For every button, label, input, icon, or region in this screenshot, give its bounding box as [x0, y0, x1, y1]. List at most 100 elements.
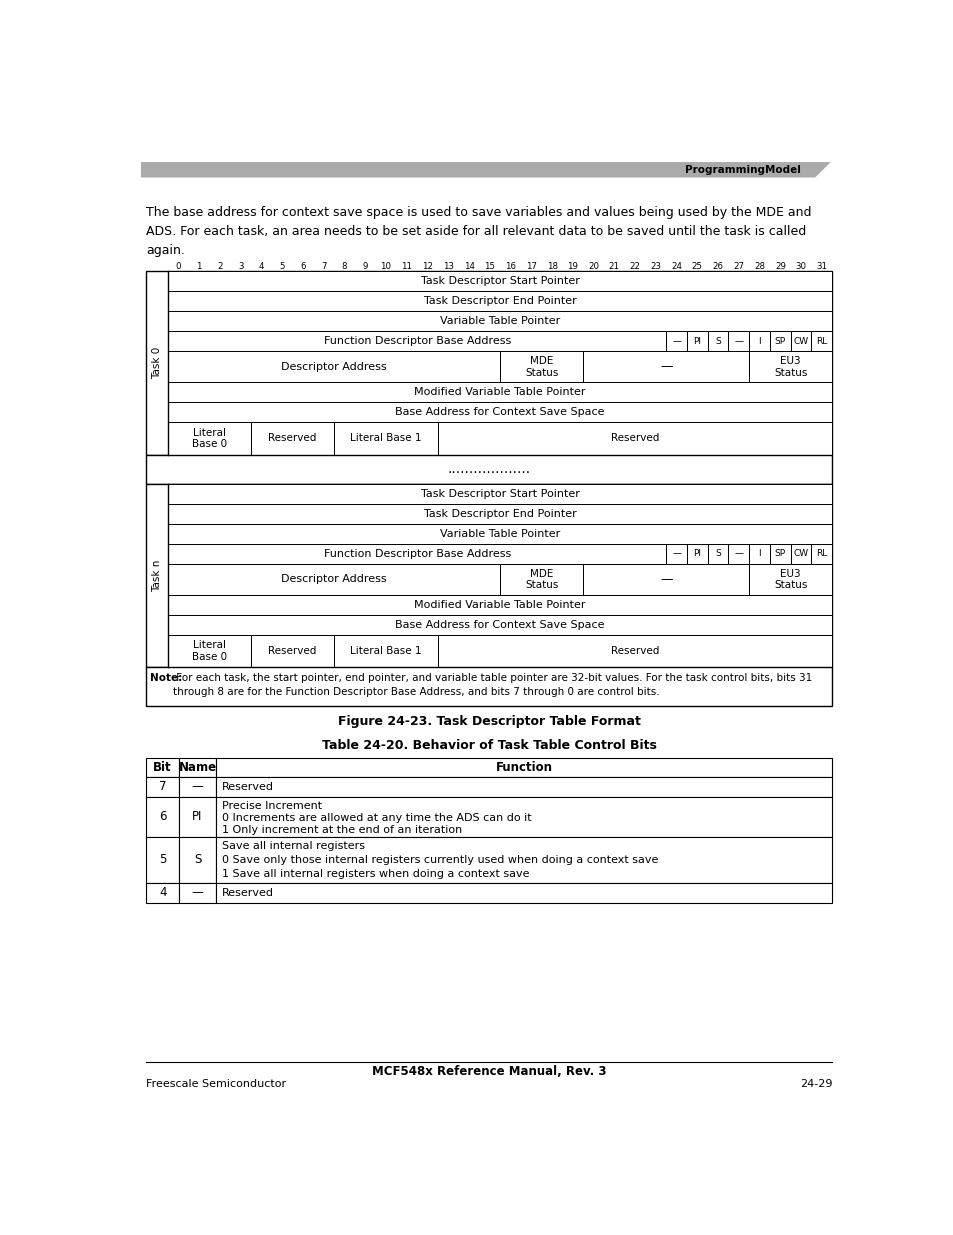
Text: RL: RL — [816, 550, 826, 558]
Text: Literal
Base 0: Literal Base 0 — [192, 640, 227, 662]
Bar — [686, 543, 707, 564]
Bar — [665, 331, 686, 352]
Bar — [251, 422, 334, 454]
Text: Variable Table Pointer: Variable Table Pointer — [439, 529, 559, 538]
Bar — [769, 543, 790, 564]
Text: Task Descriptor End Pointer: Task Descriptor End Pointer — [423, 509, 576, 519]
Text: 19: 19 — [567, 262, 578, 272]
Text: 29: 29 — [774, 262, 785, 272]
Text: Bit: Bit — [153, 761, 172, 774]
Text: ProgrammingModel: ProgrammingModel — [684, 164, 801, 175]
Text: 24: 24 — [670, 262, 681, 272]
Text: Function: Function — [496, 761, 552, 774]
Text: 24-29: 24-29 — [799, 1078, 831, 1089]
Text: Descriptor Address: Descriptor Address — [281, 362, 387, 372]
Bar — [582, 352, 748, 383]
Text: MDE
Status: MDE Status — [524, 356, 558, 378]
Text: 5: 5 — [159, 853, 166, 866]
Text: PI: PI — [193, 810, 202, 823]
Text: 9: 9 — [362, 262, 368, 272]
Bar — [707, 331, 728, 352]
Text: Descriptor Address: Descriptor Address — [281, 574, 387, 584]
Text: MCF548x Reference Manual, Rev. 3: MCF548x Reference Manual, Rev. 3 — [372, 1065, 606, 1078]
Bar — [146, 454, 831, 484]
Bar — [168, 383, 831, 403]
Text: Base Address for Context Save Space: Base Address for Context Save Space — [395, 620, 604, 630]
Text: 14: 14 — [463, 262, 474, 272]
Text: Reserved: Reserved — [222, 782, 274, 792]
Text: 1 Save all internal registers when doing a context save: 1 Save all internal registers when doing… — [222, 869, 529, 879]
Text: EU3
Status: EU3 Status — [773, 356, 806, 378]
Text: 30: 30 — [795, 262, 806, 272]
Text: Literal Base 1: Literal Base 1 — [350, 433, 421, 443]
Text: MDE
Status: MDE Status — [524, 568, 558, 590]
Text: 22: 22 — [629, 262, 639, 272]
Bar — [665, 543, 686, 564]
Text: CW: CW — [793, 550, 808, 558]
Text: Function Descriptor Base Address: Function Descriptor Base Address — [323, 550, 510, 559]
Text: S: S — [715, 337, 720, 346]
Polygon shape — [141, 162, 830, 178]
Bar — [790, 331, 811, 352]
Text: Variable Table Pointer: Variable Table Pointer — [439, 316, 559, 326]
Text: Figure 24-23. Task Descriptor Table Format: Figure 24-23. Task Descriptor Table Form… — [337, 715, 640, 727]
Text: —: — — [671, 550, 680, 558]
Bar — [216, 758, 831, 777]
Text: 17: 17 — [525, 262, 537, 272]
Text: 18: 18 — [546, 262, 557, 272]
Text: —: — — [734, 337, 742, 346]
Bar — [728, 543, 748, 564]
Text: Task 0: Task 0 — [152, 347, 162, 379]
Text: 15: 15 — [484, 262, 495, 272]
Text: Function Descriptor Base Address: Function Descriptor Base Address — [323, 336, 510, 347]
Bar — [168, 422, 251, 454]
Bar — [216, 777, 831, 797]
Text: CW: CW — [793, 337, 808, 346]
Text: Modified Variable Table Pointer: Modified Variable Table Pointer — [414, 388, 585, 398]
Bar — [168, 564, 499, 595]
Text: 6: 6 — [159, 810, 166, 823]
Text: 1 Only increment at the end of an iteration: 1 Only increment at the end of an iterat… — [222, 825, 462, 835]
Text: 3: 3 — [237, 262, 243, 272]
Bar — [168, 615, 831, 635]
Text: Name: Name — [178, 761, 216, 774]
Text: 1: 1 — [196, 262, 202, 272]
Bar — [437, 422, 831, 454]
Bar — [499, 564, 582, 595]
Bar — [146, 272, 831, 454]
Text: 0 Save only those internal registers currently used when doing a context save: 0 Save only those internal registers cur… — [222, 855, 658, 864]
Text: Literal
Base 0: Literal Base 0 — [192, 427, 227, 450]
Bar — [168, 331, 665, 352]
Bar — [146, 797, 179, 836]
Bar — [179, 797, 216, 836]
Bar — [334, 422, 437, 454]
Text: S: S — [715, 550, 720, 558]
Text: 7: 7 — [320, 262, 326, 272]
Bar — [769, 331, 790, 352]
Text: Task Descriptor End Pointer: Task Descriptor End Pointer — [423, 296, 576, 306]
Text: —: — — [192, 887, 203, 899]
Bar — [686, 331, 707, 352]
Bar — [146, 667, 831, 705]
Text: Freescale Semiconductor: Freescale Semiconductor — [146, 1078, 286, 1089]
Bar — [146, 484, 831, 667]
Text: Base Address for Context Save Space: Base Address for Context Save Space — [395, 408, 604, 417]
Bar — [811, 331, 831, 352]
Bar — [216, 797, 831, 836]
Text: Reserved: Reserved — [610, 433, 659, 443]
Bar — [216, 883, 831, 903]
Text: Literal Base 1: Literal Base 1 — [350, 646, 421, 656]
Text: 4: 4 — [159, 887, 166, 899]
Text: 0: 0 — [175, 262, 181, 272]
Text: 27: 27 — [733, 262, 743, 272]
Text: EU3
Status: EU3 Status — [773, 568, 806, 590]
Bar — [748, 352, 831, 383]
Bar — [499, 352, 582, 383]
Text: Reserved: Reserved — [268, 433, 316, 443]
Text: 8: 8 — [341, 262, 347, 272]
Text: 12: 12 — [421, 262, 433, 272]
Text: Task n: Task n — [152, 559, 162, 592]
Text: Save all internal registers: Save all internal registers — [222, 841, 365, 851]
Bar — [437, 635, 831, 667]
Text: —: — — [659, 573, 672, 585]
